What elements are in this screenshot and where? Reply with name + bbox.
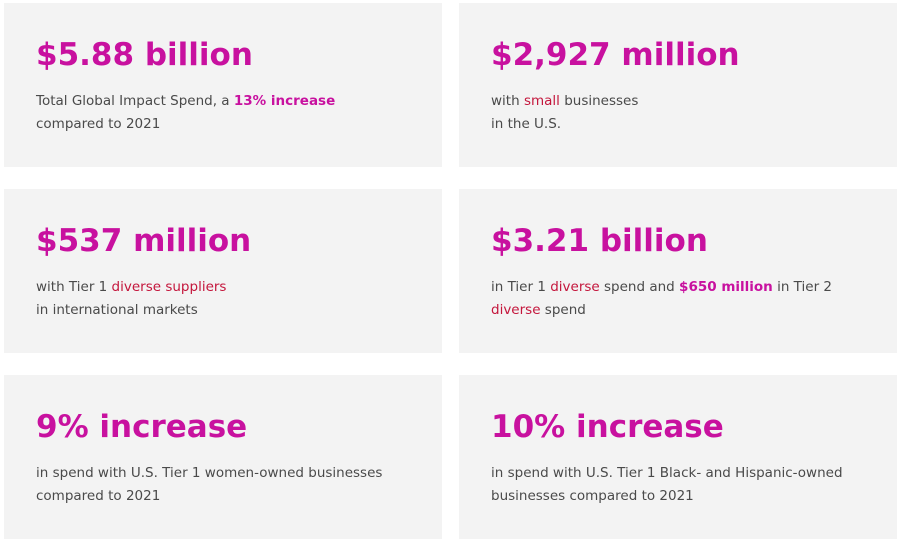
desc-text: businesses [559, 93, 639, 109]
desc-text: in international markets [36, 302, 198, 318]
stat-card-black-hispanic-owned-increase: 10% increase in spend with U.S. Tier 1 B… [459, 375, 897, 539]
desc-text: with Tier 1 [36, 279, 112, 295]
stat-card-women-owned-increase: 9% increase in spend with U.S. Tier 1 wo… [4, 375, 442, 539]
small-link[interactable]: small [523, 93, 560, 109]
desc-text: in Tier 1 [491, 279, 551, 295]
stat-value: $5.88 billion [36, 37, 253, 73]
stat-description: in Tier 1 diverse spend and $650 million… [491, 276, 883, 322]
desc-text: in spend with U.S. Tier 1 Black- and His… [491, 465, 843, 481]
desc-text: compared to 2021 [36, 116, 161, 132]
stat-description: in spend with U.S. Tier 1 Black- and His… [491, 462, 883, 508]
tier2-amount-highlight: $650 million [679, 279, 773, 295]
diverse-link[interactable]: diverse [491, 302, 541, 318]
stat-value: 10% increase [491, 409, 724, 445]
stat-description: Total Global Impact Spend, a 13% increas… [36, 90, 428, 136]
stat-card-international-diverse-suppliers: $537 million with Tier 1 diverse supplie… [4, 189, 442, 353]
desc-text: with [491, 93, 524, 109]
desc-text: in spend with U.S. Tier 1 women-owned bu… [36, 465, 383, 481]
desc-text: spend [540, 302, 586, 318]
desc-text: in Tier 2 [772, 279, 833, 295]
desc-text: Total Global Impact Spend, a [36, 93, 234, 109]
stat-value: $2,927 million [491, 37, 740, 73]
stat-card-tier-diverse-spend: $3.21 billion in Tier 1 diverse spend an… [459, 189, 897, 353]
stat-card-small-businesses: $2,927 million with small businesses in … [459, 3, 897, 167]
stat-value: $537 million [36, 223, 252, 259]
diverse-suppliers-link[interactable]: diverse suppliers [111, 279, 227, 295]
stat-value: 9% increase [36, 409, 248, 445]
desc-text: spend and [599, 279, 680, 295]
diverse-link[interactable]: diverse [550, 279, 600, 295]
stat-description: with small businesses in the U.S. [491, 90, 883, 136]
stat-description: in spend with U.S. Tier 1 women-owned bu… [36, 462, 428, 508]
desc-text: in the U.S. [491, 116, 562, 132]
stat-value: $3.21 billion [491, 223, 708, 259]
increase-highlight: 13% increase [233, 93, 336, 109]
stat-card-global-impact-spend: $5.88 billion Total Global Impact Spend,… [4, 3, 442, 167]
desc-text: compared to 2021 [36, 488, 161, 504]
stat-description: with Tier 1 diverse suppliers in interna… [36, 276, 428, 322]
desc-text: businesses compared to 2021 [491, 488, 694, 504]
